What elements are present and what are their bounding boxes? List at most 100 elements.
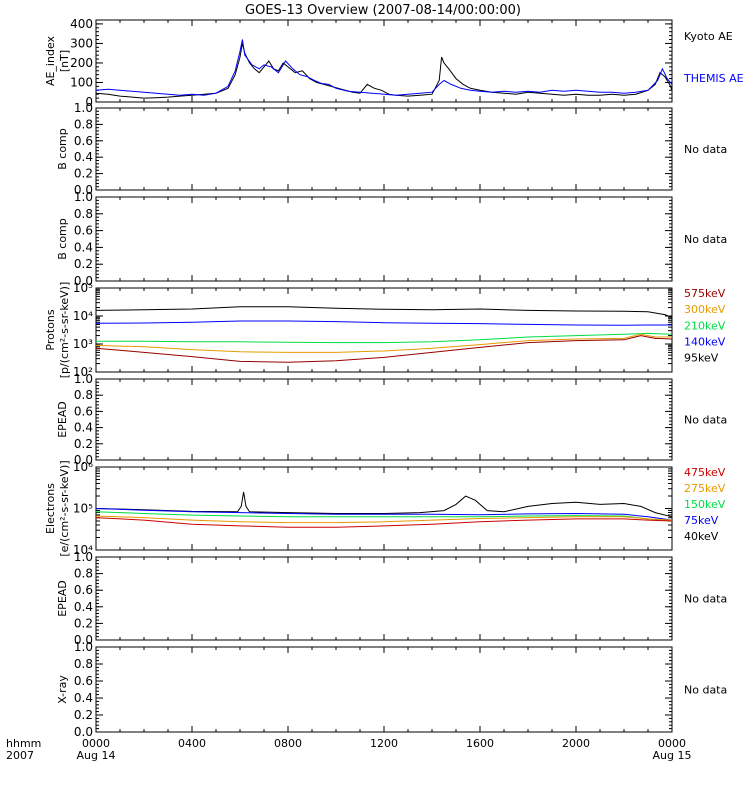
series-line-575kev xyxy=(95,335,673,363)
y-tick-label: 400 xyxy=(70,17,93,31)
panel-epead2: 0.0 0.2 0.4 0.6 0.8 1.0 EPEAD No data xyxy=(56,550,727,647)
legend-entry: 140keV xyxy=(684,335,726,348)
series-line-95kev xyxy=(95,306,673,318)
legend-electrons: 475keV 275keV 150keV 75keV 40keV xyxy=(684,466,726,543)
no-data-label: No data xyxy=(684,593,727,606)
y-tick-label: 10³ xyxy=(73,337,93,351)
series-line-210kev xyxy=(96,332,673,344)
x-date-label: Aug 15 xyxy=(653,749,692,762)
y-tick-label: 0.4 xyxy=(74,150,93,164)
x-tick-label: 0000 xyxy=(82,737,110,750)
legend-entry: 40keV xyxy=(684,530,719,543)
panel-frame xyxy=(95,466,673,551)
y-tick-label: 0.2 xyxy=(74,708,93,722)
y-axis-label: [e/(cm²-s-sr-keV)] xyxy=(58,460,71,556)
panel-frame xyxy=(95,287,673,373)
panel-frame xyxy=(95,19,673,103)
y-tick-label: 1.0 xyxy=(74,372,93,386)
chart-title: GOES-13 Overview (2007-08-14/00:00:00) xyxy=(245,3,521,18)
y-tick-label: 1.0 xyxy=(74,101,93,115)
y-tick-label: 10² xyxy=(73,365,93,379)
y-tick-label: 0.0 xyxy=(74,633,93,647)
panel-xray: 0.0 0.2 0.4 0.6 0.8 1.0 X-ray No data xyxy=(56,640,727,739)
y-axis-label: Electrons xyxy=(44,483,57,534)
y-tick-label: 0.6 xyxy=(74,224,93,238)
legend-entry: Kyoto AE xyxy=(684,30,733,43)
y-tick-label: 1.0 xyxy=(74,190,93,204)
no-data-label: No data xyxy=(684,143,727,156)
y-tick-label: 10⁵ xyxy=(73,502,93,516)
series-line-275kev xyxy=(95,515,673,524)
panel-frame xyxy=(95,378,673,461)
legend-entry: 300keV xyxy=(684,303,726,316)
y-tick-label: 0.8 xyxy=(74,388,93,402)
series-line-kyoto-ae xyxy=(95,43,673,99)
no-data-label: No data xyxy=(684,414,727,427)
legend-entry: 210keV xyxy=(684,319,726,332)
panel-ae: 0 100 200 300 400 AE_index [nT] Kyoto AE THEMIS … xyxy=(44,17,744,109)
panel-bcomp1: 0.0 0.2 0.4 0.6 0.8 1.0 B comp No data xyxy=(56,101,727,197)
x-legend-top: hhmm xyxy=(6,737,41,750)
y-tick-label: 0.2 xyxy=(74,257,93,271)
x-tick-label: 0400 xyxy=(178,737,206,750)
y-tick-label: 0.4 xyxy=(74,421,93,435)
y-tick-label: 10⁴ xyxy=(73,543,93,557)
y-tick-label: 10⁶ xyxy=(73,460,93,474)
y-tick-label: 0.8 xyxy=(74,567,93,581)
legend-entry: 75keV xyxy=(684,514,719,527)
y-axis-label: EPEAD xyxy=(56,401,69,438)
y-tick-label: 0.6 xyxy=(74,583,93,597)
x-tick-label: 1200 xyxy=(370,737,398,750)
x-tick-label: 2000 xyxy=(562,737,590,750)
legend-ae: Kyoto AE THEMIS AE xyxy=(683,30,744,85)
y-axis-label: B comp xyxy=(56,218,69,260)
y-axis-label: Protons xyxy=(44,309,57,350)
y-tick-label: 1.0 xyxy=(74,640,93,654)
y-tick-label: 10⁵ xyxy=(73,281,93,295)
y-axis-label: [p/(cm²-s-sr-keV)] xyxy=(58,282,71,379)
y-tick-label: 0.6 xyxy=(74,674,93,688)
series-line-140kev xyxy=(95,320,672,326)
legend-entry: 95keV xyxy=(684,352,719,365)
y-tick-label: 0.8 xyxy=(74,207,93,221)
legend-entry: 275keV xyxy=(684,482,726,495)
y-tick-label: 300 xyxy=(70,36,93,50)
y-tick-label: 0.6 xyxy=(74,404,93,418)
x-tick-label: 1600 xyxy=(466,737,494,750)
panel-frame xyxy=(95,556,673,641)
panel-electrons: 10⁴ 10⁵ 10⁶ Electrons [e/(cm²-s-sr-keV)] 475k… xyxy=(44,460,726,557)
panel-frame xyxy=(95,107,673,191)
y-tick-label: 0.2 xyxy=(74,437,93,451)
y-tick-label: 0.0 xyxy=(74,183,93,197)
y-axis-label: EPEAD xyxy=(56,580,69,617)
series-line-150kev xyxy=(95,511,673,522)
y-tick-label: 0 xyxy=(85,95,93,109)
x-date-label: Aug 14 xyxy=(77,749,116,762)
y-axis-label: B comp xyxy=(56,128,69,170)
y-tick-label: 0.0 xyxy=(74,453,93,467)
y-tick-label: 0.4 xyxy=(74,240,93,254)
y-tick-label: 200 xyxy=(70,56,93,70)
no-data-label: No data xyxy=(684,684,727,697)
legend-protons: 575keV 300keV 210keV 140keV 95keV xyxy=(684,287,726,365)
panels: 0 100 200 300 400 AE_index [nT] Kyoto AE THEMIS … xyxy=(44,17,744,739)
y-axis-label: X-ray xyxy=(56,675,69,704)
y-tick-label: 0.2 xyxy=(74,167,93,181)
series-line-themis-ae xyxy=(95,39,673,96)
x-tick-label: 0800 xyxy=(274,737,302,750)
y-tick-label: 0.0 xyxy=(74,725,93,739)
legend-entry: THEMIS AE xyxy=(683,72,744,85)
panel-frame xyxy=(95,196,673,282)
series-line-475kev xyxy=(95,517,673,528)
y-tick-label: 0.8 xyxy=(74,117,93,131)
y-axis-label: [nT] xyxy=(58,50,71,72)
legend-entry: 475keV xyxy=(684,466,726,479)
x-tick-label: 0000 xyxy=(658,737,686,750)
y-tick-label: 100 xyxy=(70,75,93,89)
y-tick-label: 0.2 xyxy=(74,616,93,630)
y-tick-label: 0.4 xyxy=(74,691,93,705)
panel-protons: 10² 10³ 10⁴ 10⁵ Protons [p/(cm²-s-sr-keV)] 575… xyxy=(44,281,726,379)
series-line-40kev xyxy=(95,491,673,518)
y-tick-label: 1.0 xyxy=(74,550,93,564)
